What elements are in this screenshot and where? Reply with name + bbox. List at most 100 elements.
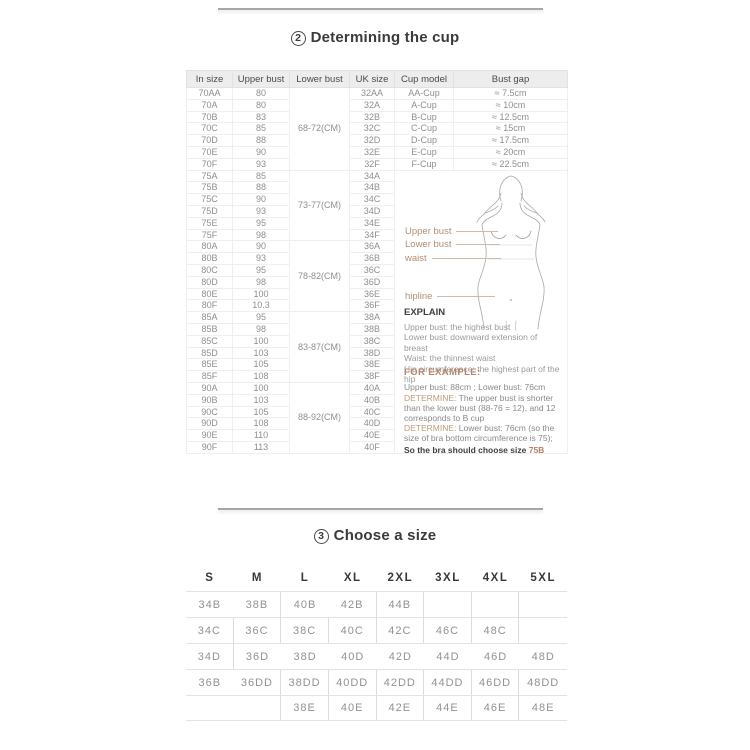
size-header-cell: 3XL — [435, 572, 461, 584]
size-cell-empty — [472, 592, 520, 617]
example-step: DETERMINE: Lower bust: 76cm (so the size… — [404, 423, 565, 443]
cup-table-row: 90D 108 40D — [186, 417, 568, 431]
cup-cell-upper-bust: 98 — [232, 228, 290, 242]
recommended-size: 75B — [528, 445, 545, 453]
cup-table-row: 85C 100 38C — [186, 334, 568, 348]
size-cell: 38D — [293, 650, 317, 663]
cup-cell-uk-size: 32B — [349, 110, 395, 124]
cup-cell-lower-bust: 88-92(CM) — [289, 381, 350, 454]
size-cell: 46C — [424, 618, 472, 643]
cup-cell-uk-size: 40F — [349, 440, 395, 454]
circled-number-3-icon: 3 — [313, 528, 329, 544]
cup-cell-in-size: 80A — [186, 240, 233, 254]
cup-header-cell: Cup model — [394, 70, 454, 88]
cup-cell-in-size: 80F — [186, 299, 233, 313]
cup-table-row: 70B 83 32B B-Cup ≈ 12.5cm — [186, 110, 568, 124]
cup-cell-upper-bust: 95 — [232, 263, 290, 277]
cup-cell-cup-model: C-Cup — [394, 122, 454, 136]
cup-cell-upper-bust: 88 — [232, 181, 290, 195]
size-header-cell: 4XL — [482, 572, 509, 584]
cup-cell-upper-bust: 108 — [232, 370, 290, 383]
cup-table-row: 70C 85 32C C-Cup ≈ 15cm — [186, 122, 568, 136]
cup-cell-uk-size: 32C — [349, 122, 395, 136]
size-cell: 36C — [234, 618, 282, 643]
cup-cell-upper-bust: 95 — [232, 216, 290, 230]
cup-cell-bust-gap: ≈ 17.5cm — [453, 134, 568, 147]
cup-cell-bust-gap: ≈ 22.5cm — [453, 157, 568, 171]
cup-cell-in-size: 75C — [186, 193, 233, 206]
cup-cell-uk-size: 32F — [349, 157, 395, 171]
cup-cell-in-size: 70C — [186, 122, 233, 136]
cup-cell-uk-size: 38C — [349, 334, 395, 348]
determine-label: DETERMINE: — [404, 393, 457, 404]
cup-table-row: 80D 98 36D — [186, 275, 568, 289]
cup-cell-upper-bust: 90 — [232, 193, 290, 206]
cup-cell-cup-model: A-Cup — [394, 98, 454, 112]
cup-cell-in-size: 80C — [186, 263, 233, 277]
cup-cell-upper-bust: 108 — [232, 417, 290, 431]
size-table-row: 34C 36C 38C 40C 42C 46C 48C — [186, 617, 567, 643]
explain-line: Upper bust: the highest bust — [404, 321, 511, 332]
cup-cell-uk-size: 34B — [349, 181, 395, 195]
section-title-choose-size: 3 Choose a size — [0, 527, 750, 544]
cup-cell-in-size: 90C — [186, 405, 233, 419]
example-step-text: The upper bust is shorter than the lower… — [404, 393, 556, 424]
size-cell: 48DD — [527, 676, 560, 689]
cup-cell-uk-size: 32A — [349, 98, 395, 112]
circled-number-2-icon: 2 — [290, 30, 306, 46]
cup-cell-upper-bust: 80 — [232, 98, 290, 112]
cup-cell-in-size: 90A — [186, 381, 233, 395]
cup-cell-upper-bust: 93 — [232, 252, 290, 265]
size-cell: 48D — [531, 650, 555, 663]
explain-line: Lower bust: downward extension of breast — [404, 332, 538, 353]
cup-table-header-row: In size Upper bust Lower bust UK size Cup mo… — [186, 70, 568, 88]
cup-cell-cup-model: AA-Cup — [394, 87, 454, 100]
size-cell: 46D — [483, 650, 508, 663]
size-cell-empty — [186, 696, 234, 720]
measurement-panel-cell: Upper bust Lower bust waist hipline EXPL… — [394, 169, 568, 454]
size-cell: 38C — [281, 618, 329, 643]
cup-cell-in-size: 90D — [186, 417, 233, 431]
cup-cell-in-size: 90F — [186, 440, 233, 454]
size-header-cell: L — [300, 572, 310, 584]
section-title-text: Determining the cup — [310, 29, 460, 46]
cup-cell-in-size: 85D — [186, 346, 233, 360]
size-cell: 44E — [424, 696, 472, 720]
cup-cell-upper-bust: 100 — [232, 334, 290, 348]
cup-cell-in-size: 70AA — [186, 87, 233, 100]
cup-cell-upper-bust: 105 — [232, 358, 290, 372]
size-cell: 48E — [531, 702, 555, 714]
cup-table-row: 85E 105 38E — [186, 358, 568, 372]
size-cell: 44B — [377, 592, 425, 617]
cup-cell-lower-bust: 73-77(CM) — [289, 169, 350, 242]
size-table-row: 34B 38B 40B 42B 44B — [186, 591, 567, 617]
size-table-row: 38E 40E 42E 44E 46E 48E — [186, 695, 567, 721]
determine-label: DETERMINE: — [404, 423, 457, 434]
cup-table-row: 80C 95 36C — [186, 263, 568, 277]
lower-bust-label-text: Lower bust — [405, 238, 452, 250]
example-block: FOR EXAMPLE: Upper bust: 88cm ; Lower bu… — [404, 367, 565, 453]
cup-table-row: 85D 103 38D — [186, 346, 568, 360]
size-header-cell: 2XL — [387, 572, 414, 584]
cup-cell-uk-size: 34A — [349, 169, 395, 183]
cup-cell-upper-bust: 98 — [232, 322, 290, 336]
size-header-cell: XL — [343, 572, 362, 584]
cup-cell-bust-gap: ≈ 15cm — [453, 122, 568, 136]
cup-cell-in-size: 85C — [186, 334, 233, 348]
size-table-row: 34D 36D 38D 40D 42D 44D 46D 48D — [186, 643, 567, 669]
cup-cell-lower-bust: 78-82(CM) — [289, 240, 350, 313]
cup-cell-uk-size: 40E — [349, 429, 395, 442]
size-cell-empty — [234, 696, 282, 720]
cup-cell-uk-size: 34F — [349, 228, 395, 242]
cup-table-row: 70E 90 32E E-Cup ≈ 20cm — [186, 145, 568, 159]
cup-table-row: 90C 105 40C — [186, 405, 568, 419]
size-cell: 34B — [198, 598, 222, 611]
cup-cell-uk-size: 32AA — [349, 87, 395, 100]
size-cell: 42E — [377, 696, 425, 720]
cup-table-row: 75B 88 34B — [186, 181, 568, 195]
pointer-line — [437, 295, 496, 297]
size-table-row: 36B 36DD 38DD 40DD 42DD 44DD 46DD 48DD — [186, 669, 567, 695]
cup-cell-in-size: 85E — [186, 358, 233, 372]
cup-cell-cup-model: F-Cup — [394, 157, 454, 171]
